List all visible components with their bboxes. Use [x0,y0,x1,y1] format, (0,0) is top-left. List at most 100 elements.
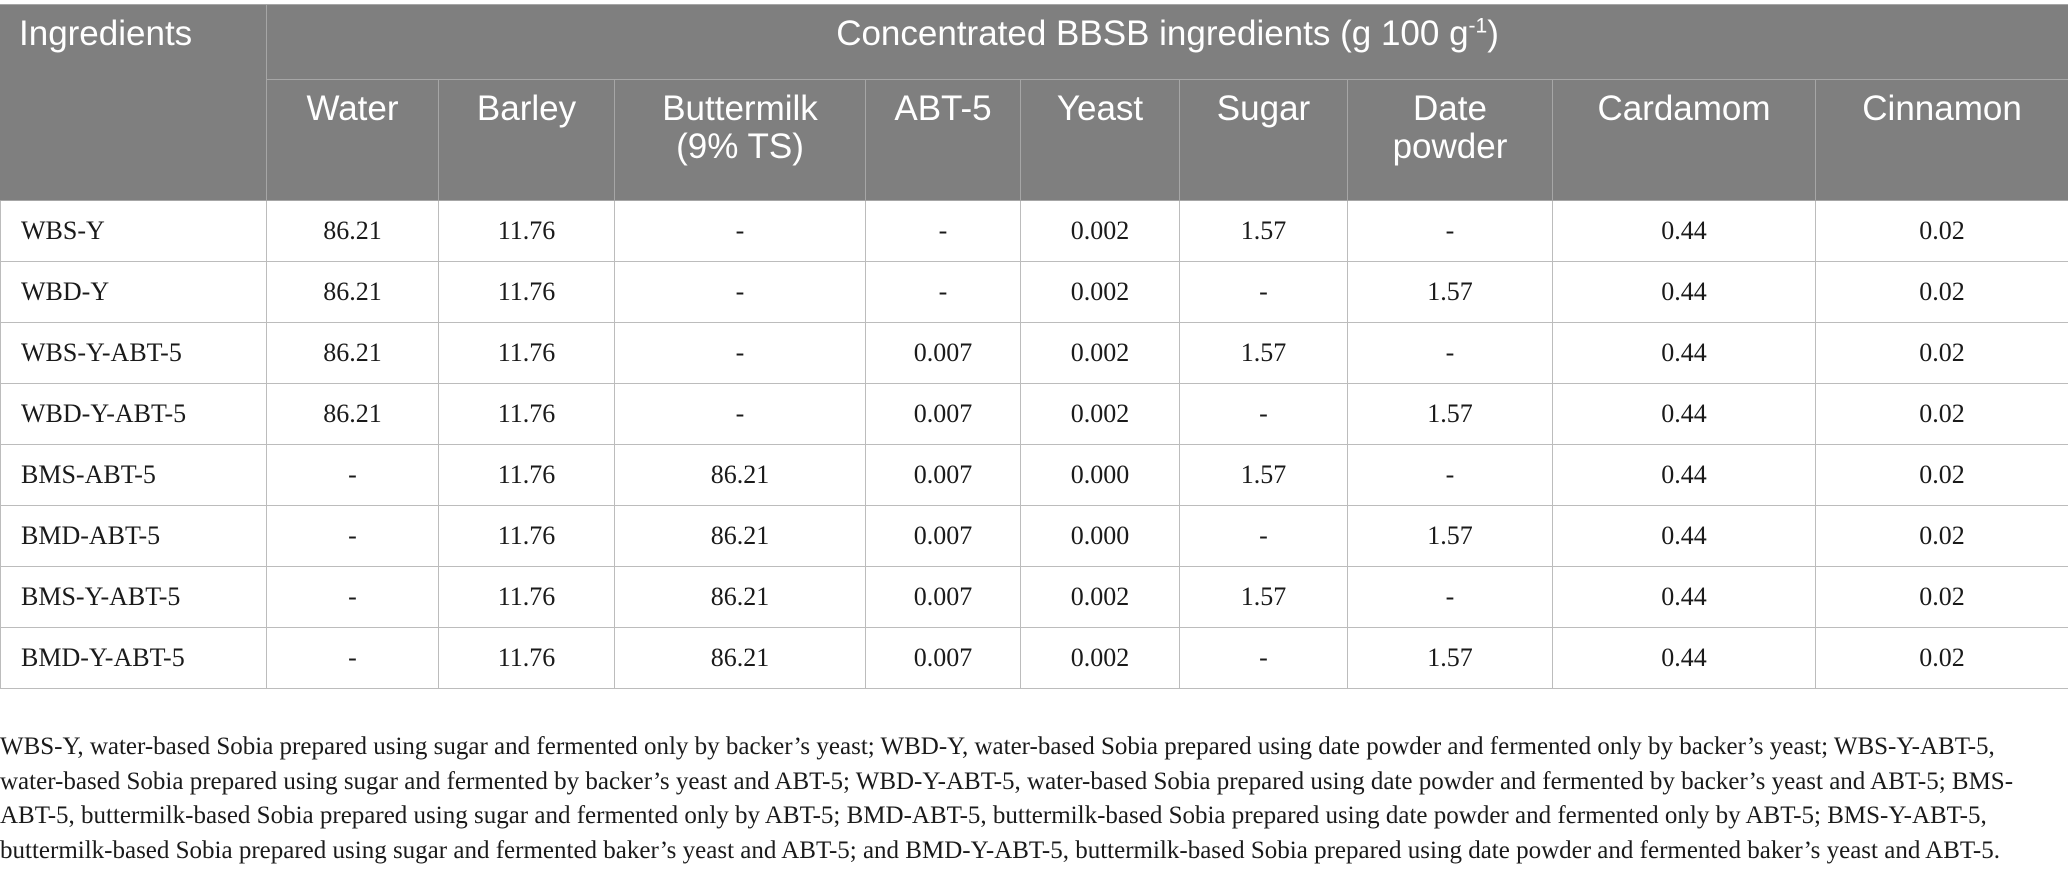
table-cell: 0.007 [865,383,1021,445]
table-body: WBS-Y 86.21 11.76- -0.002 1.57-0.44 0.02 WBD-Y… [0,200,2068,689]
table-cell: - [1347,566,1553,628]
ingredients-table: Ingredients Concentrated BBSB ingredient… [0,4,2068,689]
table-cell: 0.02 [1814,261,2068,323]
table-cell: - [865,200,1021,262]
table-cell: 0.44 [1552,383,1816,445]
column-header-buttermilk: Buttermilk (9% TS) [614,79,866,201]
table-cell: - [266,627,439,689]
table-cell: - [1347,444,1553,506]
row-label: BMS-ABT-5 [0,444,267,506]
table-cell: 11.76 [438,200,615,262]
table-cell: 0.002 [1020,627,1180,689]
table-row: WBS-Y-ABT-5 86.21 11.76-0.007 0.002 1.57-0.4… [0,322,2068,384]
column-header-line1: Barley [476,89,577,128]
row-label: BMS-Y-ABT-5 [0,566,267,628]
table-cell: 1.57 [1347,261,1553,323]
table-row: BMD-Y-ABT-5-11.76 86.21 0.007 0.002-1.57 0.4… [0,627,2068,689]
table-row: WBS-Y 86.21 11.76- -0.002 1.57-0.44 0.02 [0,200,2068,262]
table-cell: - [266,566,439,628]
table-cell: - [1179,261,1348,323]
table-row: BMD-ABT-5-11.76 86.21 0.007 0.000-1.57 0.44 0… [0,505,2068,567]
table-cell: 1.57 [1179,444,1348,506]
table-cell: 86.21 [266,200,439,262]
table-cell: 0.44 [1552,566,1816,628]
table-row: WBD-Y 86.21 11.76- -0.002-1.57 0.44 0.02 [0,261,2068,323]
table-cell: 0.02 [1814,322,2068,384]
table-cell: 0.002 [1020,383,1180,445]
column-header-cardamom: Cardamom [1552,79,1816,201]
column-header-line2: powder [1392,127,1508,166]
table-cell: 1.57 [1179,322,1348,384]
row-label: WBS-Y [0,200,267,262]
table-cell: 86.21 [614,627,866,689]
table-cell: - [1179,505,1348,567]
table-cell: 11.76 [438,627,615,689]
column-header-sugar: Sugar [1179,79,1348,201]
table-cell: 0.02 [1814,566,2068,628]
concentrated-ingredients-header: Concentrated BBSB ingredients (g 100 g-1… [265,4,2068,80]
table-cell: 0.002 [1020,200,1180,262]
table-cell: - [614,383,866,445]
table-cell: 0.44 [1552,322,1816,384]
table-cell: 86.21 [266,261,439,323]
table-cell: 11.76 [438,383,615,445]
column-header-date-powder: Date powder [1347,79,1553,201]
table-cell: 0.02 [1814,444,2068,506]
table-cell: 0.000 [1020,444,1180,506]
table-cell: 0.02 [1814,200,2068,262]
column-header-line1: Sugar [1216,89,1311,128]
table-cell: 0.44 [1552,444,1816,506]
column-header-line1: Water [306,89,399,128]
table-cell: 11.76 [438,566,615,628]
table-cell: 11.76 [438,322,615,384]
table-cell: 11.76 [438,444,615,506]
row-label: WBD-Y-ABT-5 [0,383,267,445]
row-label: WBS-Y-ABT-5 [0,322,267,384]
column-header-line1: ABT-5 [894,89,992,128]
table-cell: - [1347,200,1553,262]
column-header-line2: (9% TS) [676,127,804,166]
table-row: BMS-Y-ABT-5-11.76 86.21 0.007 0.002 1.57-0.4… [0,566,2068,628]
table-cell: 86.21 [614,566,866,628]
table-cell: 1.57 [1347,505,1553,567]
table-cell: - [1179,383,1348,445]
table-cell: - [266,505,439,567]
table-footnote: WBS-Y, water-based Sobia prepared using … [0,733,2014,864]
table-cell: 1.57 [1347,627,1553,689]
table-cell: 0.007 [865,505,1021,567]
table-cell: 0.02 [1814,383,2068,445]
table-cell: - [1347,322,1553,384]
group-header-text: Concentrated BBSB ingredients (g 100 g [836,14,1469,53]
table-cell: 0.02 [1814,627,2068,689]
table-cell: 0.44 [1552,200,1816,262]
table-cell: 0.02 [1814,505,2068,567]
table-cell: 11.76 [438,505,615,567]
column-header-cinnamon: Cinnamon [1814,79,2068,201]
table-cell: 1.57 [1347,383,1553,445]
ingredients-header: Ingredients [0,4,267,201]
table-cell: 0.007 [865,627,1021,689]
group-header-superscript: -1 [1468,14,1488,38]
table-cell: 1.57 [1179,566,1348,628]
row-label: BMD-ABT-5 [0,505,267,567]
column-header-line1: Date [1413,89,1487,128]
table-cell: - [614,322,866,384]
column-header-water: Water [266,79,439,201]
table-row: WBD-Y-ABT-5 86.21 11.76-0.007 0.002-1.57 0.4… [0,383,2068,445]
table-cell: 0.007 [865,444,1021,506]
table-cell: 0.44 [1552,505,1816,567]
column-header-line1: Cinnamon [1862,89,2022,128]
header-row-group: Ingredients Concentrated BBSB ingredient… [0,4,2068,201]
table-cell: 86.21 [266,383,439,445]
group-header-suffix: ) [1487,14,1499,53]
table-cell: - [266,444,439,506]
column-header-line1: Cardamom [1597,89,1771,128]
table-container: Ingredients Concentrated BBSB ingredient… [0,4,2068,689]
table-row: BMS-ABT-5-11.76 86.21 0.007 0.000 1.57-0.44 0… [0,444,2068,506]
column-header-yeast: Yeast [1020,79,1180,201]
row-label: BMD-Y-ABT-5 [0,627,267,689]
column-header-abt5: ABT-5 [865,79,1021,201]
table-cell: 86.21 [614,505,866,567]
table-cell: 0.44 [1552,627,1816,689]
table-cell: 0.002 [1020,322,1180,384]
